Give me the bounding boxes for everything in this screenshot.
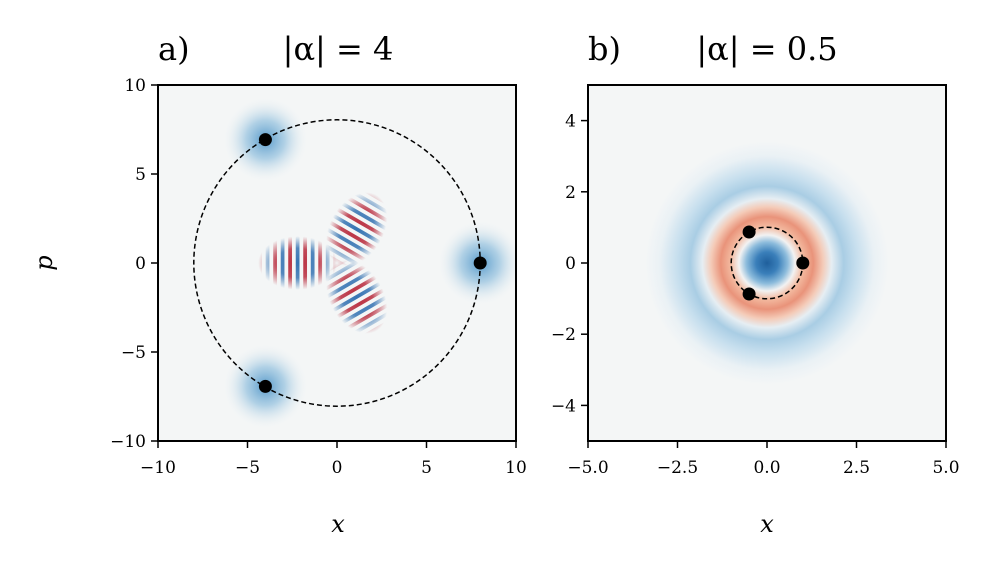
panel-b-axes: −5.0 −2.5 0.0 2.5 5.0 −4 −2 0 2 4 xyxy=(551,112,960,478)
panel-a-fringe-1-8 xyxy=(344,195,392,224)
panel-a-fringe-1-4 xyxy=(329,221,377,250)
panel-b-xtick-label-2: 0.0 xyxy=(753,458,780,478)
panel-b-xtick-label-3: 2.5 xyxy=(843,458,870,478)
panel-a-fringe-2-7 xyxy=(325,269,373,299)
panel-a-fringe-0-7 xyxy=(280,236,285,290)
panel-a-fringe-1-7 xyxy=(340,201,388,231)
panel-a-point-0 xyxy=(473,256,487,270)
panel-a-xtick-label-0: −10 xyxy=(140,458,176,478)
panel-b-wigner-plot xyxy=(645,141,889,385)
panel-a-fringe-2-1 xyxy=(348,308,396,338)
panel-a-xtick-label-4: 10 xyxy=(505,458,527,478)
panel-a-fringe-2-2 xyxy=(344,302,392,331)
panel-b-point-0 xyxy=(796,256,810,270)
panel-a-ytick-label-2: 0 xyxy=(135,254,146,274)
panel-a-fringe-0-3 xyxy=(310,236,315,290)
panel-a-fringe-1-9 xyxy=(348,188,396,218)
panel-b-ytick-label-4: 4 xyxy=(565,112,576,132)
panel-b-xtick-label-1: −2.5 xyxy=(657,458,698,478)
panel-a-axes: −10 −5 0 5 10 −10 −5 0 5 10 xyxy=(110,76,527,478)
panel-b-xlabel: x xyxy=(760,510,774,538)
panel-a-wigner-plot xyxy=(193,96,516,430)
panel-a-fringe-1-2 xyxy=(321,234,369,263)
panel-b-point-2 xyxy=(742,287,756,301)
panel-b-xtick-label-0: −5.0 xyxy=(567,458,608,478)
panel-a-fringe-2-5 xyxy=(333,282,381,312)
panel-a-fringe-1-3 xyxy=(325,227,373,257)
panel-a-fringe-1-0 xyxy=(314,247,362,276)
panel-a-fringe-0-5 xyxy=(295,236,300,290)
panel-b-label: b) xyxy=(588,30,621,68)
panel-b-point-1 xyxy=(742,225,756,239)
panel-a-fringe-2-3 xyxy=(340,295,388,325)
panel-a: −10 −5 0 5 10 −10 −5 0 5 10 a) |α| = 4 x p xyxy=(30,30,527,538)
panel-a-point-2 xyxy=(258,379,272,393)
panel-a-fringe-2-4 xyxy=(336,289,384,318)
panel-b-ytick-label-0: −4 xyxy=(551,396,576,416)
panel-b-ytick-label-3: 2 xyxy=(565,183,576,203)
panel-a-ytick-label-1: −5 xyxy=(121,343,146,363)
panel-b-ring-pattern xyxy=(645,141,889,385)
panel-a-xtick-label-1: −5 xyxy=(235,458,260,478)
panel-a-fringe-group-2 xyxy=(314,250,399,344)
panel-a-fringe-0-8 xyxy=(273,236,277,290)
panel-a-title: |α| = 4 xyxy=(283,30,394,68)
panel-a-fringe-2-9 xyxy=(318,256,366,286)
panel-b-ytick-label-2: 0 xyxy=(565,254,576,274)
panel-a-fringe-1-5 xyxy=(333,214,381,244)
panel-a-point-1 xyxy=(258,133,272,147)
panel-a-fringe-2-6 xyxy=(329,276,377,305)
panel-a-fringe-group-1 xyxy=(314,182,399,276)
panel-a-fringe-0-10 xyxy=(258,236,262,290)
panel-a-fringe-2-8 xyxy=(321,263,369,292)
panel-a-fringe-1-6 xyxy=(336,208,384,237)
panel-a-ylabel: p xyxy=(30,255,58,270)
panel-a-ytick-label-3: 5 xyxy=(135,165,146,185)
panel-a-xlabel: x xyxy=(331,510,345,538)
panel-a-fringe-0-9 xyxy=(265,236,270,290)
panel-b-xtick-label-4: 5.0 xyxy=(932,458,959,478)
panel-a-fringe-2-10 xyxy=(314,250,362,279)
panel-a-xtick-label-3: 5 xyxy=(421,458,432,478)
panel-a-ytick-label-0: −10 xyxy=(110,432,146,452)
panel-a-xtick-label-2: 0 xyxy=(332,458,343,478)
panel-a-fringe-0-4 xyxy=(303,236,308,290)
panel-a-fringe-1-10 xyxy=(351,182,399,211)
panel-a-label: a) xyxy=(158,30,190,68)
panel-a-fringe-0-6 xyxy=(288,236,292,290)
panel-b-ytick-label-1: −2 xyxy=(551,325,576,345)
panel-b: −5.0 −2.5 0.0 2.5 5.0 −4 −2 0 2 4 b) |α| = 0.5 x xyxy=(551,30,960,538)
panel-b-title: |α| = 0.5 xyxy=(696,30,837,68)
panel-a-ytick-label-4: 10 xyxy=(124,76,146,96)
panel-a-fringe-2-0 xyxy=(351,315,399,344)
